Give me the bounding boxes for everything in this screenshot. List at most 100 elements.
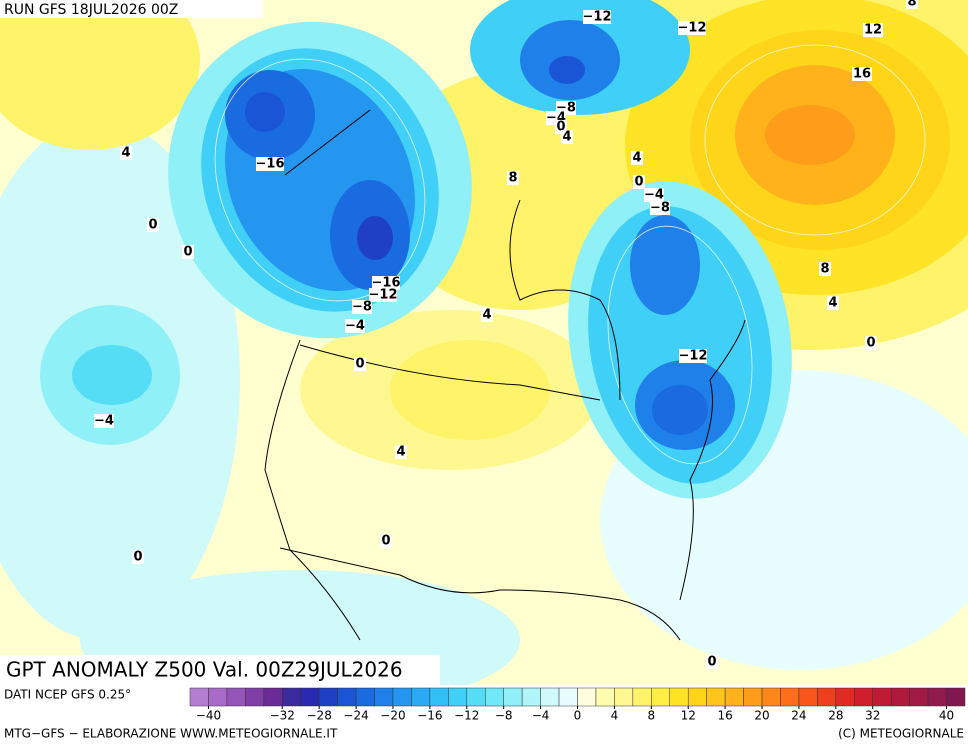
contour-label-bg xyxy=(380,534,392,548)
map xyxy=(0,0,968,685)
contour-label-bg xyxy=(256,157,284,171)
colorbar-label: −16 xyxy=(417,709,442,723)
colorbar-swatch xyxy=(761,687,781,707)
contour-label-bg xyxy=(644,188,664,202)
shading xyxy=(765,105,855,165)
contour-label-bg xyxy=(679,349,707,363)
contour-label-bg xyxy=(147,218,159,232)
contour-label-bg xyxy=(120,146,132,160)
colorbar-swatch xyxy=(521,687,541,707)
title-box xyxy=(0,655,440,685)
contour-label: 4 xyxy=(396,445,405,460)
contour-label: −12 xyxy=(678,21,707,36)
colorbar-swatch xyxy=(558,687,578,707)
colorbar-label: 8 xyxy=(647,709,655,723)
header-box xyxy=(0,0,263,18)
contour-label-bg xyxy=(706,655,718,669)
colorbar-label: −28 xyxy=(307,709,332,723)
contour-label-bg xyxy=(481,308,493,322)
contour-label: 12 xyxy=(864,23,882,38)
contour-label-bg xyxy=(827,296,839,310)
colorbar-swatch xyxy=(890,687,910,707)
colorbar-swatch xyxy=(687,687,707,707)
contour-label-bg xyxy=(852,67,872,81)
colorbar-swatch xyxy=(245,687,265,707)
colorbar-swatch xyxy=(300,687,320,707)
colorbar-swatch xyxy=(724,687,744,707)
contour-label: 4 xyxy=(828,296,837,311)
contour-label: −4 xyxy=(94,414,114,429)
shading xyxy=(390,340,550,440)
contour-label: 0 xyxy=(381,534,390,549)
colorbar-swatch xyxy=(429,687,449,707)
colorbar-swatch xyxy=(448,687,468,707)
contour-label: −8 xyxy=(650,201,670,216)
contour-label: 0 xyxy=(707,655,716,670)
colorbar-swatch xyxy=(743,687,763,707)
colorbar-label: 24 xyxy=(791,709,806,723)
colorbar-swatch xyxy=(263,687,283,707)
contour-label-bg xyxy=(182,245,194,259)
isoline xyxy=(607,225,753,465)
colorbar-swatch xyxy=(651,687,671,707)
contour-label: 0 xyxy=(634,175,643,190)
colorbar-label: 32 xyxy=(865,709,880,723)
colorbar-swatch xyxy=(817,687,837,707)
colorbar-swatch xyxy=(466,687,486,707)
colorbar-swatch xyxy=(595,687,615,707)
contour-label-bg xyxy=(863,23,883,37)
contour-label: −16 xyxy=(256,157,285,172)
colorbar-swatch xyxy=(835,687,855,707)
contour-label-bg xyxy=(345,319,365,333)
contour-label-bg xyxy=(354,357,366,371)
shading xyxy=(652,385,708,435)
colorbar-swatch xyxy=(927,687,947,707)
contour-label-bg xyxy=(561,130,573,144)
contour-label-bg xyxy=(865,336,877,350)
contour-label: −12 xyxy=(583,10,612,25)
contour-label-bg xyxy=(395,445,407,459)
colorbar-label: −32 xyxy=(270,709,295,723)
map-title: GPT ANOMALY Z500 Val. 00Z29JUL2026 xyxy=(6,658,403,682)
colorbar-swatch xyxy=(208,687,228,707)
contour-label: 4 xyxy=(632,151,641,166)
colorbar-swatch xyxy=(355,687,375,707)
contour-label: 4 xyxy=(482,308,491,323)
shading xyxy=(630,215,700,315)
contour-label-bg xyxy=(819,262,831,276)
contour-label: 0 xyxy=(148,218,157,233)
colorbar-swatch xyxy=(503,687,523,707)
colorbar-swatch xyxy=(282,687,301,707)
contour-label: 8 xyxy=(820,262,829,277)
contour-label-bg xyxy=(507,171,519,185)
colorbar-swatch xyxy=(392,687,412,707)
colorbar-swatch xyxy=(854,687,873,707)
contour-label-bg xyxy=(369,288,397,302)
colorbar-label: 40 xyxy=(939,709,954,723)
colorbar-swatch xyxy=(669,687,689,707)
colorbar-swatch xyxy=(226,687,246,707)
contour-label: −4 xyxy=(644,188,664,203)
colorbar-swatch xyxy=(318,687,338,707)
contour-label-bg xyxy=(906,0,918,9)
colorbar-swatch xyxy=(909,687,929,707)
colorbar-swatch xyxy=(540,687,560,707)
shading xyxy=(549,56,585,84)
colorbar-swatch xyxy=(798,687,818,707)
footer-right: (C) METEOGIORNALE xyxy=(838,727,964,741)
colorbar-swatch xyxy=(189,687,209,707)
coastline xyxy=(264,109,746,641)
colorbar-swatch xyxy=(484,687,504,707)
contour-label: 8 xyxy=(508,171,517,186)
contour-label-bg xyxy=(650,201,670,215)
contour-label-bg xyxy=(583,10,611,24)
shading xyxy=(357,216,393,260)
contour-label: 8 xyxy=(907,0,916,10)
colorbar-label: 20 xyxy=(754,709,769,723)
contour-label: −8 xyxy=(352,300,372,315)
contour-label: 0 xyxy=(556,120,565,135)
colorbar-swatch xyxy=(872,687,892,707)
footer-left: MTG−GFS − ELABORAZIONE WWW.METEOGIORNALE… xyxy=(4,727,338,741)
colorbar-swatch xyxy=(337,687,357,707)
colorbar-label: 16 xyxy=(717,709,732,723)
